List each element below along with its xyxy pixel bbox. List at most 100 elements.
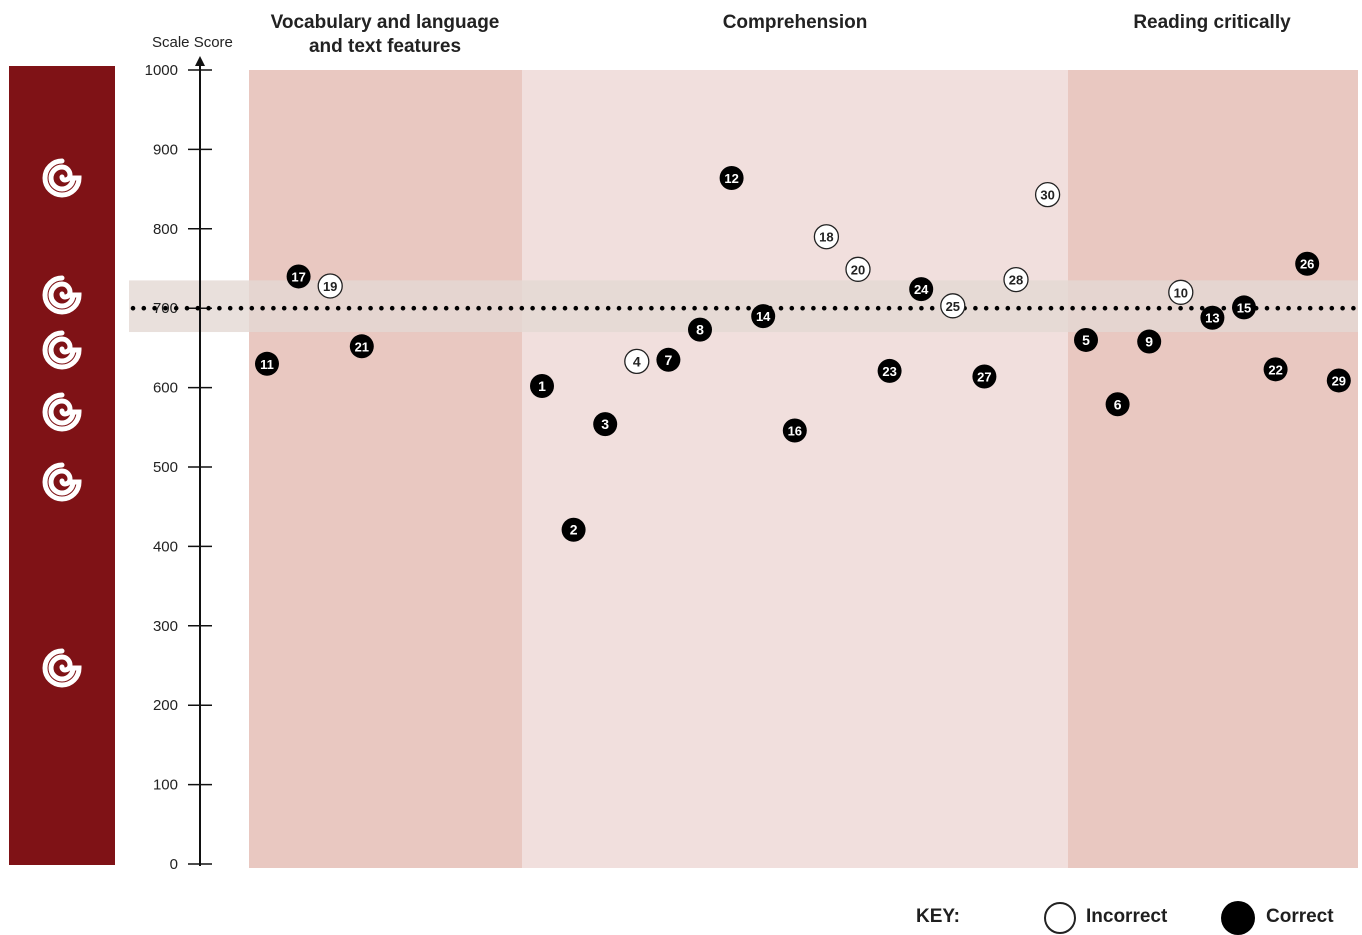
- reference-dot: [195, 305, 201, 311]
- reference-dot: [368, 305, 373, 311]
- reference-dot: [1102, 305, 1108, 311]
- data-point-9: 9: [1137, 329, 1162, 354]
- reference-dot: [778, 305, 784, 311]
- reference-dot: [217, 305, 222, 311]
- koru-icon: [42, 648, 82, 688]
- section-title: Reading critically: [1133, 12, 1291, 33]
- reference-dot: [206, 305, 211, 311]
- correct-marker: [255, 351, 279, 376]
- data-point-label: 9: [1145, 334, 1153, 350]
- data-point-5: 5: [1074, 327, 1098, 352]
- reference-dot: [832, 305, 838, 311]
- reference-dot: [249, 305, 255, 311]
- data-point-21: 21: [349, 334, 374, 359]
- correct-marker: [909, 277, 934, 302]
- correct-marker: [1295, 251, 1320, 276]
- reference-dot: [1016, 305, 1021, 311]
- reference-dot: [638, 305, 643, 311]
- correct-marker: [1074, 327, 1098, 352]
- reference-dot: [843, 305, 849, 311]
- reference-dot: [530, 305, 535, 311]
- y-tick-label: 400: [153, 538, 178, 555]
- data-point-1: 1: [530, 374, 554, 399]
- reference-dot: [1091, 305, 1097, 311]
- data-point-label: 12: [724, 171, 738, 186]
- reference-dot: [314, 305, 319, 311]
- data-point-23: 23: [877, 358, 902, 383]
- section-title: Vocabulary and language: [271, 12, 500, 33]
- reference-dot: [346, 305, 352, 311]
- key-title: KEY:: [916, 906, 960, 927]
- reference-dot: [1199, 305, 1205, 311]
- data-point-label: 15: [1237, 300, 1251, 315]
- reference-dot: [919, 305, 924, 311]
- data-point-10: 10: [1168, 279, 1194, 305]
- reference-dot: [1037, 305, 1043, 311]
- data-point-label: 16: [788, 423, 802, 438]
- reference-dot: [271, 305, 276, 311]
- reference-dot: [973, 305, 978, 311]
- koru-icon: [42, 158, 82, 198]
- correct-marker: [782, 418, 807, 443]
- data-point-label: 5: [1082, 332, 1090, 348]
- data-point-label: 26: [1300, 257, 1314, 272]
- reference-dot: [562, 305, 568, 311]
- reference-dot: [152, 305, 157, 311]
- y-tick-label: 600: [153, 380, 178, 397]
- correct-marker: [972, 364, 997, 389]
- reference-dot: [854, 305, 859, 311]
- reference-dot: [519, 305, 525, 311]
- koru-icon: [42, 275, 82, 315]
- reference-dot: [865, 305, 870, 311]
- data-point-3: 3: [593, 412, 618, 437]
- data-point-label: 8: [696, 322, 704, 338]
- reference-dot: [497, 305, 503, 311]
- data-point-22: 22: [1263, 357, 1288, 382]
- reference-dot: [1135, 305, 1140, 311]
- data-point-label: 17: [291, 269, 305, 284]
- koru-icon: [42, 330, 82, 370]
- reference-dot: [670, 305, 676, 311]
- data-point-label: 19: [323, 279, 337, 294]
- data-point-label: 23: [882, 364, 896, 379]
- reference-dot: [897, 305, 903, 311]
- y-tick-label: 500: [153, 459, 178, 476]
- reference-dot: [1145, 305, 1151, 311]
- y-tick-label: 800: [153, 221, 178, 238]
- correct-marker: [1263, 357, 1288, 382]
- correct-marker: [1232, 295, 1256, 320]
- data-point-label: 3: [601, 416, 609, 432]
- section-title: and text features: [309, 36, 461, 57]
- reference-dot: [541, 305, 546, 311]
- data-point-label: 30: [1040, 188, 1054, 203]
- reference-dot: [724, 305, 730, 311]
- section-band: [249, 70, 522, 868]
- correct-marker: [719, 165, 744, 190]
- correct-marker: [688, 317, 712, 342]
- key-correct-marker: [1221, 901, 1255, 935]
- key-incorrect-marker: [1044, 902, 1076, 934]
- data-point-4: 4: [624, 348, 650, 375]
- reference-dot: [1005, 305, 1011, 311]
- data-point-label: 13: [1205, 311, 1219, 326]
- data-point-label: 28: [1009, 273, 1023, 288]
- reference-dot: [595, 305, 600, 311]
- correct-marker: [1137, 329, 1162, 354]
- y-tick-label: 300: [153, 618, 178, 635]
- incorrect-marker: [624, 348, 650, 375]
- data-point-6: 6: [1105, 392, 1130, 417]
- key-incorrect-label: Incorrect: [1086, 906, 1168, 927]
- reference-dot: [1070, 305, 1075, 311]
- correct-marker: [1200, 305, 1225, 330]
- data-point-label: 1: [538, 378, 546, 394]
- reference-dot: [875, 305, 881, 311]
- data-point-18: 18: [813, 224, 840, 250]
- data-point-label: 2: [570, 522, 578, 538]
- data-point-24: 24: [909, 277, 934, 302]
- data-point-label: 11: [260, 357, 274, 372]
- y-axis-arrow: [195, 56, 205, 66]
- data-point-17: 17: [286, 264, 311, 289]
- reference-dot: [908, 305, 913, 311]
- incorrect-marker: [813, 224, 840, 250]
- y-tick-label: 100: [153, 777, 178, 794]
